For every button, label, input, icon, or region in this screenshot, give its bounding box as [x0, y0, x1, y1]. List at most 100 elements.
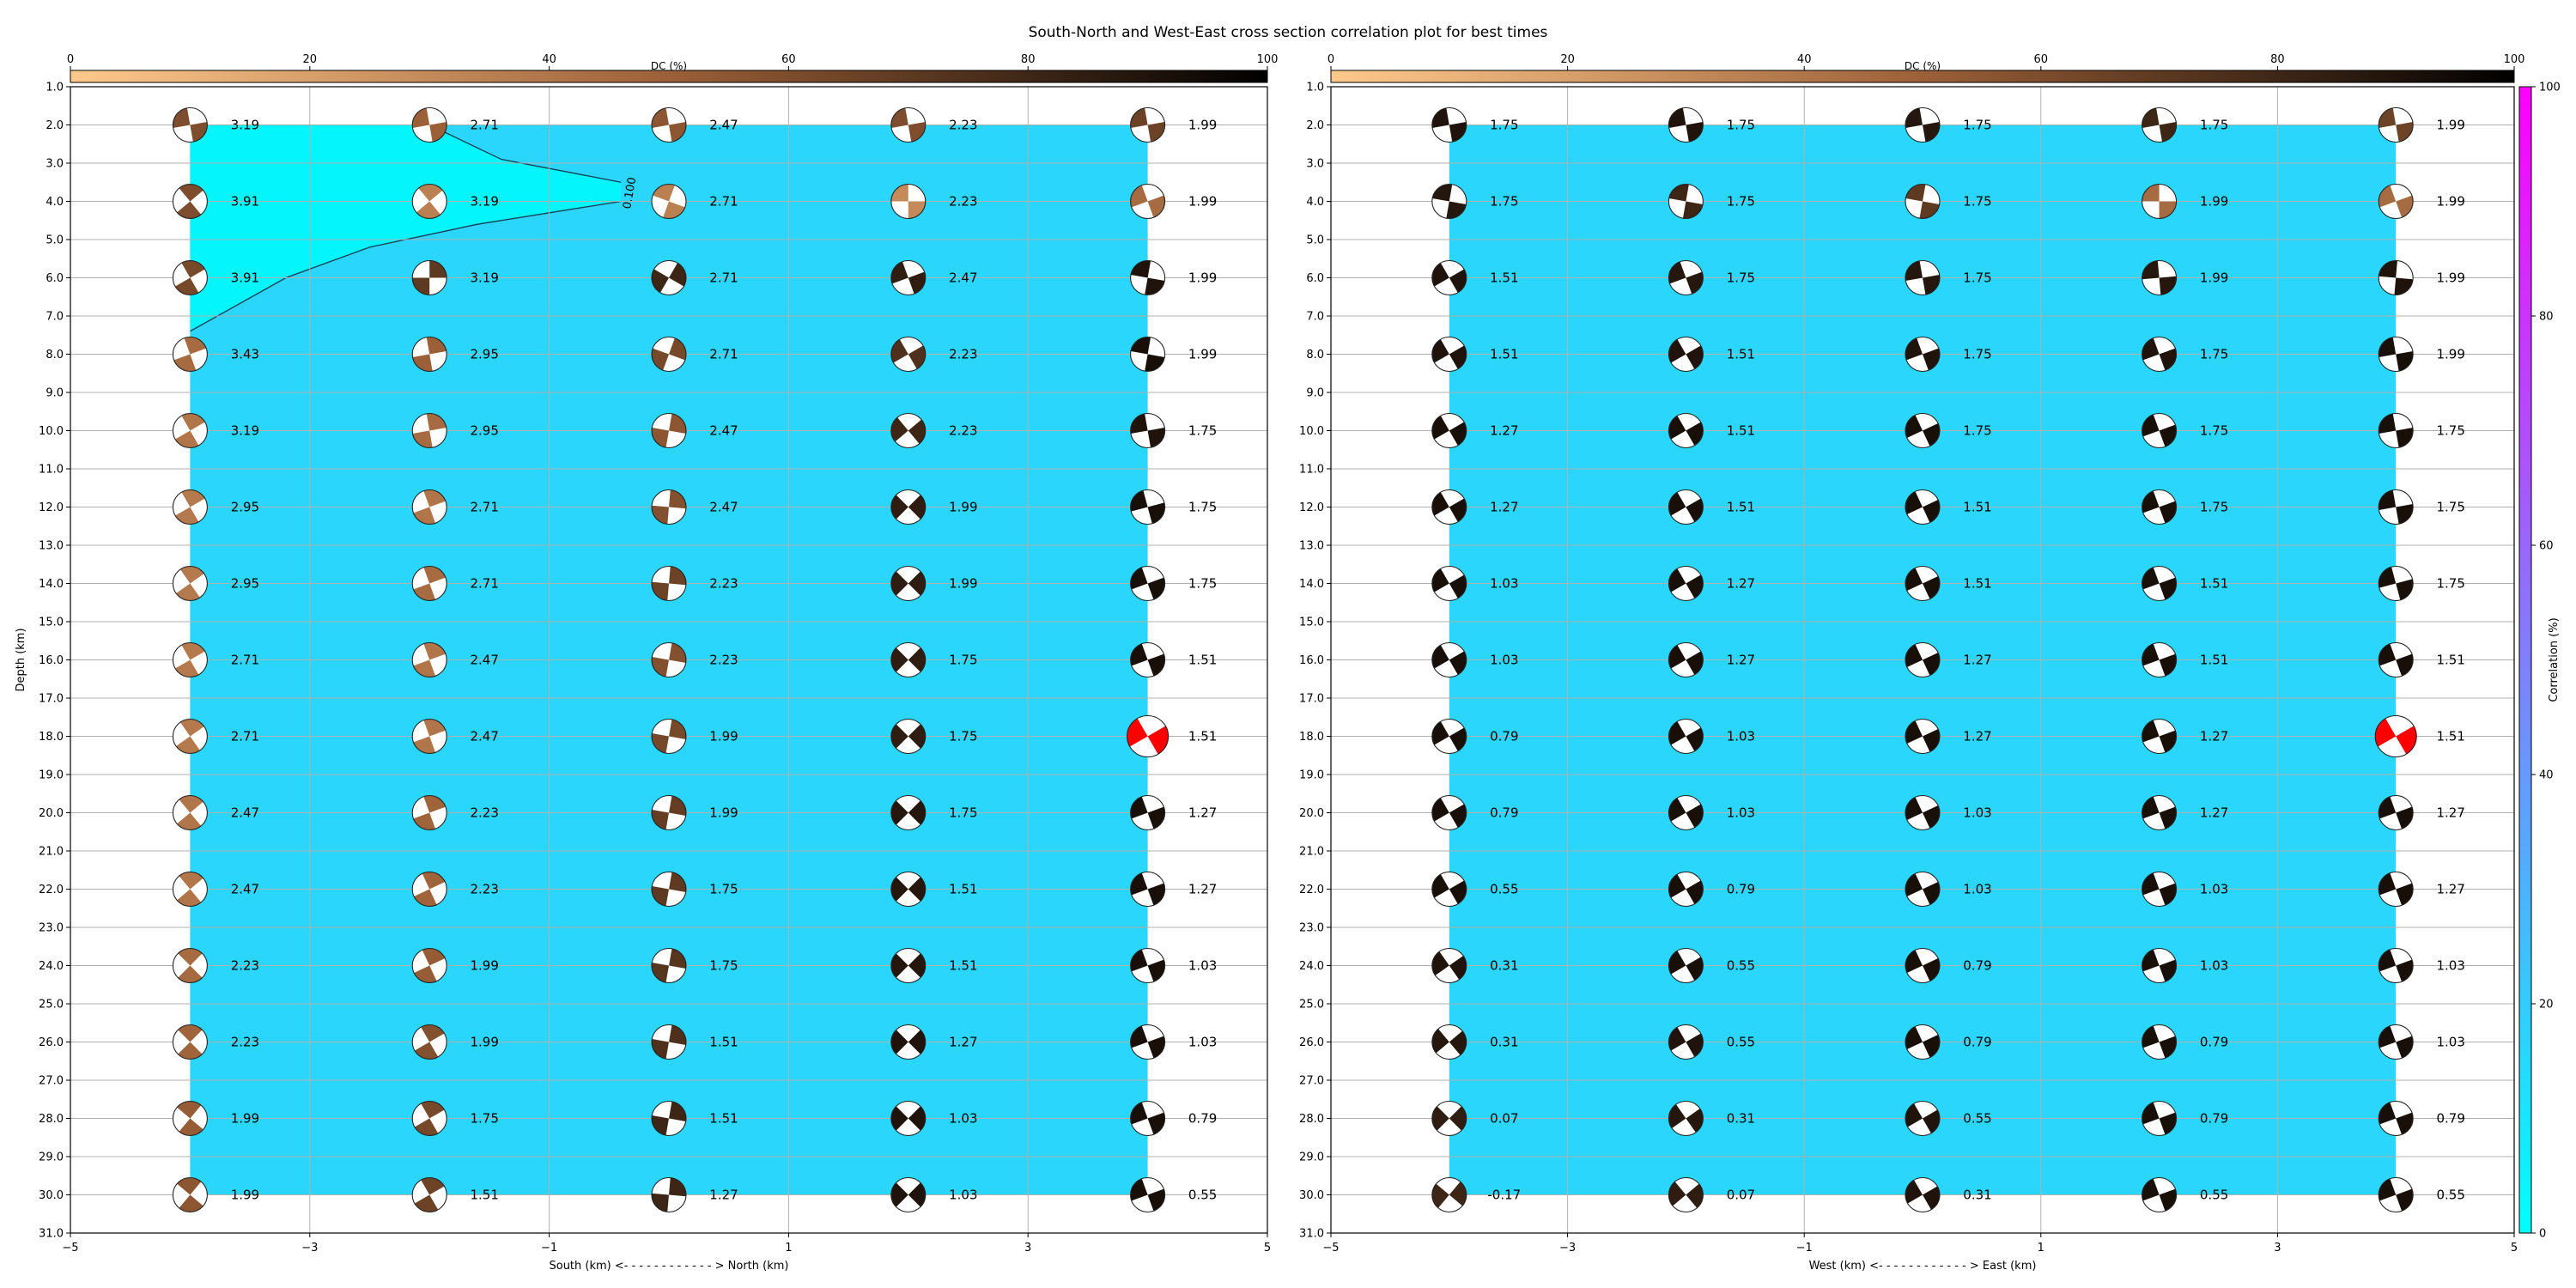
beachball: [411, 183, 447, 220]
beachball-quadrant: [1668, 1104, 1686, 1128]
beachball-quadrant: [1130, 796, 1148, 819]
beachball-quadrant: [2142, 643, 2160, 666]
correlation-value-label: 1.99: [1188, 118, 1217, 133]
beachball-quadrant: [181, 489, 205, 507]
beachball: [172, 1100, 208, 1137]
correlation-value-label: 1.75: [1188, 576, 1217, 592]
beachball: [1431, 718, 1467, 755]
beachball-quadrant: [651, 810, 669, 830]
y-tick-label: 22.0: [1299, 884, 1324, 896]
correlation-value-label: 2.71: [470, 500, 498, 515]
beachball-outline: [1668, 259, 1704, 296]
beachball-outline: [1431, 641, 1467, 678]
beachball-outline: [1130, 1024, 1166, 1060]
correlation-value-label: 1.51: [949, 958, 977, 974]
panel-2: 0 20 40 60 80 100 DC (%) 1.0 2.0 3.0 4.0 5.0 6.0 7.0 8…: [1299, 53, 2524, 1273]
y-tick-label: 3.0: [1306, 158, 1324, 171]
correlation-value-label: 1.75: [1490, 194, 1518, 210]
beachball-quadrant: [1905, 873, 1923, 896]
y-tick-label: 8.0: [1306, 349, 1324, 361]
beachball-quadrant: [178, 1024, 203, 1042]
beachball: [651, 871, 687, 908]
beachball: [411, 871, 447, 908]
beachball-quadrant: [1130, 1102, 1148, 1125]
beachball-quadrant: [1130, 949, 1148, 972]
y-tick-label: 16.0: [39, 654, 64, 667]
beachball-outline: [651, 565, 687, 602]
beachball: [172, 336, 208, 373]
correlation-value-label: 1.99: [470, 958, 498, 974]
contour-line: [428, 124, 622, 183]
correlation-value-label: 1.75: [1963, 347, 1991, 362]
correlation-value-label: 0.31: [1490, 958, 1518, 974]
dc-tick-label: 40: [1797, 53, 1812, 66]
x-tick-label: 1: [2038, 1242, 2044, 1255]
beachball-quadrant: [2396, 351, 2414, 372]
beachball: [1668, 336, 1704, 373]
y-tick-label: 6.0: [46, 272, 64, 285]
beachball-quadrant: [178, 948, 203, 966]
beachball-quadrant: [1431, 645, 1449, 669]
correlation-value-label: 2.23: [470, 805, 498, 821]
correlation-value-label: 2.47: [231, 882, 259, 897]
correlation-value-label: 1.75: [1963, 423, 1991, 439]
correlation-value-label: 1.75: [709, 882, 738, 897]
beachball-quadrant: [1147, 122, 1165, 143]
beachball-outline: [890, 106, 927, 143]
correlation-value-label: 0.79: [1963, 958, 1991, 974]
beachball-quadrant: [2159, 1188, 2177, 1212]
beachball-quadrant: [669, 263, 686, 287]
beachball: [2378, 871, 2414, 908]
beachball: [2378, 1024, 2414, 1060]
beachball-quadrant: [1923, 1035, 1941, 1058]
correlation-value-label: 1.51: [2200, 653, 2228, 668]
correlation-value-label: 1.75: [2436, 500, 2464, 515]
beachball-quadrant: [1905, 184, 1926, 202]
beachball-quadrant: [1905, 1103, 1923, 1127]
beachball: [172, 871, 208, 908]
beachball-quadrant: [2379, 1102, 2397, 1125]
beachball: [411, 1100, 447, 1137]
correlation-value-label: 2.23: [470, 882, 498, 897]
beachball-outline: [2142, 794, 2178, 831]
correlation-value-label: 0.79: [1188, 1111, 1217, 1127]
beachball-outline: [890, 412, 927, 449]
beachball-quadrant: [652, 657, 669, 677]
beachball-outline: [890, 565, 927, 602]
beachball-outline: [1431, 1024, 1467, 1060]
beachball-outline: [1905, 1176, 1941, 1213]
beachball-quadrant: [1668, 184, 1689, 202]
beachball-quadrant: [1905, 720, 1923, 744]
beachball: [172, 412, 208, 449]
beachball-quadrant: [669, 1101, 687, 1121]
beachball-quadrant: [1686, 1109, 1704, 1133]
beachball-quadrant: [423, 795, 446, 813]
y-tick-label: 27.0: [39, 1075, 64, 1088]
beachball-quadrant: [175, 507, 199, 525]
correlation-value-label: 1.03: [1963, 805, 1991, 821]
beachball-outline: [1431, 106, 1467, 143]
beachball-quadrant: [1668, 1027, 1686, 1051]
correlation-value-label: 1.75: [1963, 118, 1991, 133]
beachball: [890, 871, 927, 908]
beachball-outline: [172, 794, 208, 831]
beachball-quadrant: [178, 1042, 203, 1060]
beachball-quadrant: [176, 583, 200, 601]
dc-colorbar: [70, 70, 1268, 83]
beachball-quadrant: [908, 800, 926, 825]
beachball: [1431, 947, 1467, 984]
y-tick-label: 20.0: [39, 807, 64, 820]
beachball-quadrant: [1431, 263, 1449, 287]
beachball-quadrant: [1449, 804, 1467, 828]
beachball-quadrant: [1431, 798, 1449, 822]
beachball-quadrant: [179, 184, 204, 202]
beachball-quadrant: [1449, 122, 1467, 143]
beachball-quadrant: [908, 877, 926, 902]
beachball-outline: [2378, 106, 2414, 143]
beachball-quadrant: [1686, 727, 1704, 751]
beachball-outline: [2378, 641, 2414, 678]
beachball-quadrant: [1686, 651, 1704, 675]
correlation-value-label: 2.71: [470, 576, 498, 592]
beachball-outline: [1668, 1100, 1704, 1137]
beachball: [1130, 1176, 1166, 1213]
